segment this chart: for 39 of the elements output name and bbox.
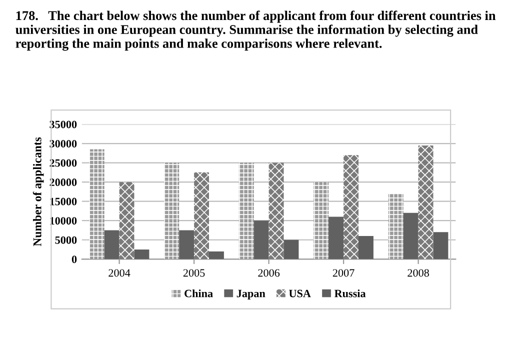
legend-label: Russia xyxy=(334,289,366,298)
y-tick-label: 35000 xyxy=(50,120,77,128)
bar xyxy=(358,236,374,260)
y-tick-label: 10000 xyxy=(50,217,77,225)
bar xyxy=(284,240,299,260)
x-tick-label: 2008 xyxy=(408,269,429,277)
y-tick-label: 30000 xyxy=(50,140,77,148)
legend-label: Japan xyxy=(236,290,266,300)
x-tick-label: 2004 xyxy=(108,269,130,277)
y-axis-title: Number of applicants xyxy=(32,137,44,246)
bar xyxy=(119,182,134,260)
x-tick-label: 2007 xyxy=(332,269,354,277)
bar xyxy=(89,149,104,260)
y-tick-label: 5000 xyxy=(55,236,77,244)
y-tick-label: 0 xyxy=(72,256,77,264)
bar xyxy=(388,194,404,260)
legend-label: USA xyxy=(289,290,311,298)
bar xyxy=(403,212,418,260)
bar xyxy=(238,162,254,260)
x-tick-label: 2006 xyxy=(258,269,280,277)
bar xyxy=(433,232,448,260)
x-tick-label: 2005 xyxy=(183,269,205,277)
bar xyxy=(314,182,329,260)
bar xyxy=(344,155,358,260)
bar xyxy=(164,162,180,260)
bar xyxy=(209,251,224,260)
bar xyxy=(179,230,194,260)
legend-label: China xyxy=(184,289,213,298)
y-tick-label: 25000 xyxy=(50,159,77,167)
y-tick-label: 20000 xyxy=(50,178,77,186)
bar xyxy=(268,162,284,260)
bar xyxy=(418,145,434,260)
bar xyxy=(134,250,150,260)
bar xyxy=(254,220,269,260)
y-tick-label: 15000 xyxy=(50,198,77,206)
chart-title: 178. The chart below shows the number of applicant from four different countries in universities in one European country. Summarise the information by selecting and reporting the main points and make comparisons where relevant. xyxy=(16,10,496,51)
bar xyxy=(104,230,120,260)
bar xyxy=(328,216,344,260)
bar xyxy=(194,172,209,260)
